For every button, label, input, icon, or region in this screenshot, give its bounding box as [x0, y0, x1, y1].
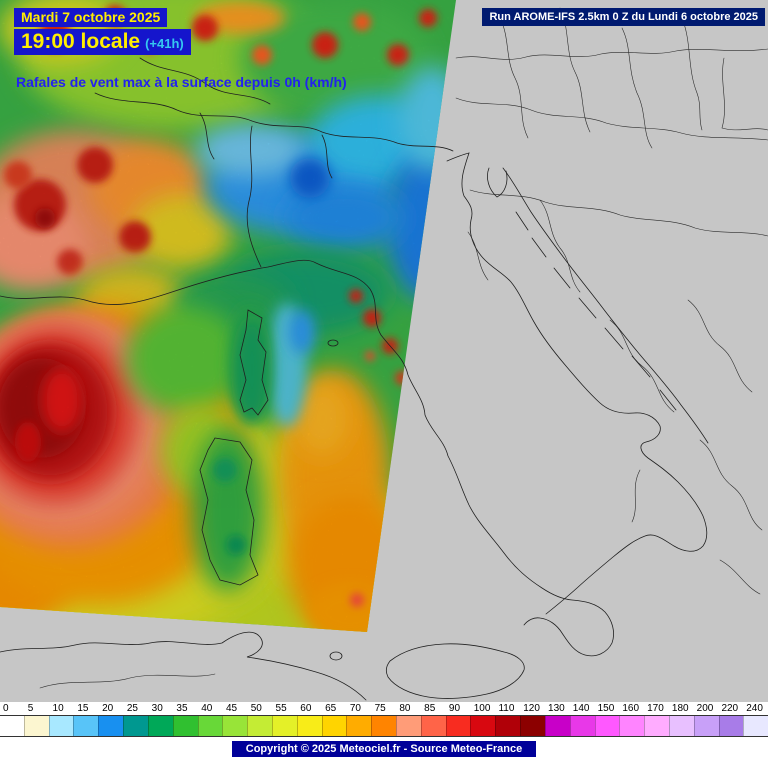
legend-value: 130 — [548, 703, 565, 714]
legend-swatch — [619, 716, 645, 736]
legend-value: 200 — [696, 703, 714, 714]
model-run-info: Run AROME-IFS 2.5km 0 Z du Lundi 6 octob… — [482, 8, 765, 26]
legend-value: 50 — [250, 703, 262, 714]
legend-value: 15 — [77, 703, 89, 714]
legend-value: 90 — [448, 703, 461, 714]
legend-swatch — [0, 716, 24, 736]
legend-swatch — [668, 716, 694, 736]
legend-swatch — [520, 716, 545, 736]
legend-value: 25 — [126, 703, 138, 714]
legend-value: 5 — [27, 703, 34, 714]
legend-swatch — [396, 716, 421, 736]
parameter-title: Rafales de vent max à la surface depuis … — [16, 74, 347, 90]
legend-value: 20 — [102, 703, 114, 714]
forecast-map[interactable] — [0, 0, 768, 706]
legend-values: 0 5 10 15 20 25 30 35 40 45 50 55 60 65 70 75 80 85 90 100 1… — [0, 702, 768, 715]
legend-value: 60 — [300, 703, 312, 714]
legend-value: 40 — [201, 703, 213, 714]
legend-swatch — [569, 716, 595, 736]
legend-swatch — [23, 716, 49, 736]
legend-swatch — [172, 716, 198, 736]
legend-value: 75 — [374, 703, 386, 714]
legend-swatch — [470, 716, 496, 736]
legend-value: 140 — [572, 703, 590, 714]
legend-swatch — [743, 716, 768, 736]
legend-value: 10 — [52, 703, 64, 714]
legend-swatch — [247, 716, 272, 736]
legend-value: 240 — [746, 703, 763, 714]
legend-value: 65 — [325, 703, 337, 714]
legend-value: 120 — [523, 703, 540, 714]
legend-value: 180 — [671, 703, 689, 714]
legend-swatch — [321, 716, 347, 736]
legend-swatch — [718, 716, 744, 736]
legend-value: 220 — [721, 703, 739, 714]
valid-time-label: 19:00 locale (+41h) — [14, 29, 191, 56]
legend-swatch — [495, 716, 521, 736]
legend-swatch — [594, 716, 620, 736]
legend-swatch — [197, 716, 223, 736]
legend-value: 100 — [473, 703, 491, 714]
legend-swatch — [147, 716, 173, 736]
legend-value: 170 — [647, 703, 664, 714]
legend-value: 35 — [176, 703, 188, 714]
legend-swatch — [48, 716, 74, 736]
legend-swatch — [544, 716, 570, 736]
forecast-offset: (+41h) — [145, 36, 184, 51]
color-scale-legend: 0 5 10 15 20 25 30 35 40 45 50 55 60 65 70 75 80 85 90 100 1… — [0, 702, 768, 768]
legend-value: 45 — [225, 703, 238, 714]
legend-value: 30 — [151, 703, 163, 714]
wind-gust-map-svg — [0, 0, 768, 706]
legend-value: 85 — [424, 703, 436, 714]
legend-value: 150 — [597, 703, 615, 714]
legend-swatch — [445, 716, 471, 736]
legend-swatch — [222, 716, 248, 736]
legend-value: 110 — [498, 703, 515, 714]
legend-value: 80 — [399, 703, 411, 714]
legend-swatch — [644, 716, 669, 736]
legend-swatch — [296, 716, 322, 736]
legend-swatch — [346, 716, 372, 736]
legend-swatch — [271, 716, 297, 736]
legend-swatch — [73, 716, 99, 736]
legend-swatch — [98, 716, 124, 736]
date-label: Mardi 7 octobre 2025 — [14, 8, 168, 28]
valid-time: 19:00 locale — [21, 30, 141, 53]
legend-value: 0 — [3, 703, 9, 714]
legend-swatches — [0, 715, 768, 737]
map-borders — [0, 7, 768, 701]
legend-value: 55 — [275, 703, 287, 714]
legend-swatch — [123, 716, 148, 736]
model-domain-field — [0, 0, 456, 632]
legend-swatch — [371, 716, 396, 736]
legend-swatch — [420, 716, 446, 736]
legend-swatch — [693, 716, 719, 736]
copyright-bar: Copyright © 2025 Meteociel.fr - Source M… — [231, 741, 537, 757]
legend-value: 70 — [349, 703, 361, 714]
legend-value: 160 — [622, 703, 640, 714]
